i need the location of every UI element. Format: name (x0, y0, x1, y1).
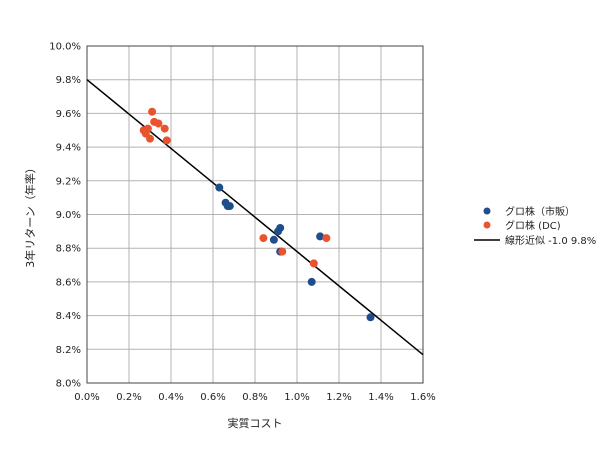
plot-area-border (86, 45, 424, 384)
data-point-series-1 (307, 277, 316, 286)
y-tick-label: 9.2% (56, 176, 81, 187)
x-tick-label: 0.8% (242, 392, 267, 403)
data-point-series-2 (278, 247, 287, 256)
x-axis-ticks: 0.0% 0.2% 0.4% 0.6% 0.8% 1.0% 1.2% 1.4% 1.6% (74, 392, 435, 403)
grid (86, 45, 424, 384)
x-tick-label: 1.6% (410, 392, 435, 403)
legend-marker-series-2 (483, 221, 491, 229)
data-point-series-2 (162, 136, 171, 145)
x-tick-label: 1.2% (326, 392, 351, 403)
data-point-series-1 (215, 183, 224, 192)
y-tick-label: 8.4% (56, 311, 81, 322)
data-point-series-1 (276, 223, 285, 232)
data-point-series-1 (366, 313, 375, 322)
y-tick-label: 10.0% (49, 42, 81, 53)
trendline-layer (86, 79, 424, 356)
x-tick-label: 0.0% (74, 392, 99, 403)
y-tick-label: 9.6% (56, 109, 81, 120)
x-tick-label: 0.4% (158, 392, 183, 403)
y-tick-label: 9.4% (56, 143, 81, 154)
data-point-series-2 (322, 234, 331, 243)
legend-marker-series-1 (483, 207, 491, 215)
x-tick-label: 0.6% (200, 392, 225, 403)
legend-label-trendline: 線形近似 -1.0 9.8% (505, 234, 596, 247)
data-point-series-1 (269, 235, 278, 244)
x-tick-label: 1.4% (368, 392, 393, 403)
data-point-series-2 (309, 259, 318, 268)
legend: グロ株（市販） グロ株 (DC) 線形近似 -1.0 9.8% (474, 205, 596, 247)
y-tick-label: 8.0% (56, 379, 81, 390)
data-point-series-1 (316, 232, 325, 241)
y-tick-label: 9.0% (56, 210, 81, 221)
data-point-series-2 (160, 124, 169, 133)
legend-label-series-1: グロ株（市販） (505, 205, 575, 218)
data-point-series-2 (143, 124, 152, 133)
trendline (86, 79, 424, 356)
y-axis-ticks: 10.0% 9.8% 9.6% 9.4% 9.2% 9.0% 8.8% 8.6% 8.4% 8.2… (49, 42, 81, 390)
y-tick-label: 9.8% (56, 75, 81, 86)
x-tick-label: 1.0% (284, 392, 309, 403)
y-axis-title: 3年リターン（年率） (23, 162, 37, 267)
data-point-series-2 (148, 107, 157, 116)
y-tick-label: 8.6% (56, 277, 81, 288)
data-point-series-1 (225, 202, 234, 211)
x-axis-title: 実質コスト (228, 416, 283, 430)
y-tick-label: 8.2% (56, 345, 81, 356)
x-tick-label: 0.2% (116, 392, 141, 403)
data-point-series-2 (154, 119, 163, 128)
legend-label-series-2: グロ株 (DC) (505, 219, 561, 232)
data-point-series-2 (146, 134, 154, 143)
data-points (139, 107, 375, 322)
y-tick-label: 8.8% (56, 244, 81, 255)
data-point-series-2 (259, 234, 268, 243)
